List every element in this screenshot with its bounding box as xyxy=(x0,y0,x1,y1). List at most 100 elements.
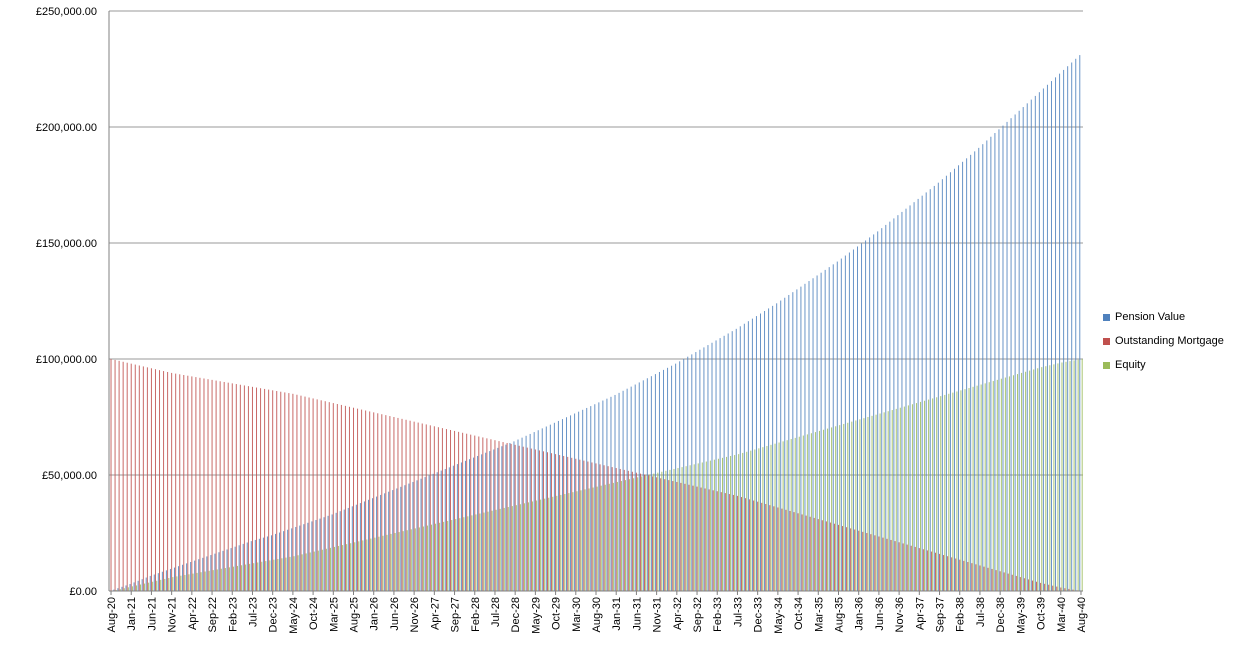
bar xyxy=(408,483,410,591)
bar xyxy=(450,429,452,591)
bar xyxy=(179,374,181,591)
bar xyxy=(369,411,371,591)
bar xyxy=(602,400,604,591)
bar xyxy=(246,542,248,591)
bar xyxy=(757,501,759,591)
bar xyxy=(619,468,621,591)
bar xyxy=(986,140,988,591)
x-tick-label: Jun-36 xyxy=(874,597,886,631)
bar xyxy=(385,415,387,591)
bar xyxy=(735,328,737,591)
legend-item-outstanding-mortgage: Outstanding Mortgage xyxy=(1103,329,1224,353)
bar xyxy=(425,424,427,591)
x-tick-label: Feb-33 xyxy=(712,597,724,632)
bar xyxy=(1010,118,1012,592)
bar xyxy=(303,524,305,591)
bar xyxy=(743,323,745,591)
bar xyxy=(854,529,856,591)
bar xyxy=(1053,364,1055,591)
bar xyxy=(324,401,326,591)
bar xyxy=(382,535,384,591)
bar xyxy=(1037,368,1039,591)
bar xyxy=(243,385,245,591)
bar xyxy=(145,577,147,591)
bar xyxy=(538,450,540,591)
bar xyxy=(893,218,895,591)
bar xyxy=(858,530,860,591)
bar xyxy=(506,442,508,591)
bar xyxy=(785,509,787,591)
bar xyxy=(731,331,733,591)
bar xyxy=(122,361,124,591)
bar xyxy=(691,354,693,591)
bar xyxy=(481,454,483,591)
bar xyxy=(1059,73,1061,591)
bar xyxy=(793,512,795,591)
bar xyxy=(760,313,761,591)
bar xyxy=(883,412,885,591)
bar xyxy=(905,208,907,591)
legend-item-equity: Equity xyxy=(1103,353,1224,377)
bar xyxy=(367,499,369,591)
bar xyxy=(258,538,260,591)
bar xyxy=(313,551,315,591)
bar xyxy=(727,333,729,591)
bar xyxy=(534,449,536,591)
bar xyxy=(851,421,853,591)
bar xyxy=(226,549,228,591)
bar xyxy=(287,529,289,591)
bar xyxy=(1081,359,1083,591)
bar xyxy=(753,500,755,591)
bar xyxy=(339,511,341,591)
bar xyxy=(723,335,725,591)
bar xyxy=(194,560,196,591)
bar xyxy=(291,528,293,591)
x-tick-label: Jul-38 xyxy=(975,597,987,627)
bar xyxy=(138,365,140,591)
x-tick-label: Aug-25 xyxy=(349,597,361,632)
bar xyxy=(351,506,353,591)
bar xyxy=(204,571,206,591)
bar xyxy=(999,571,1001,591)
bar xyxy=(914,546,916,591)
bar xyxy=(951,557,953,591)
bar xyxy=(281,558,283,591)
bar xyxy=(818,430,820,591)
x-tick-label: Mar-40 xyxy=(1056,597,1068,632)
bar xyxy=(176,576,178,591)
bar xyxy=(773,506,775,591)
x-tick-label: Jun-21 xyxy=(146,597,158,631)
bar xyxy=(696,486,698,591)
bar xyxy=(432,473,434,591)
bar xyxy=(1069,361,1071,591)
bar xyxy=(486,438,488,591)
bar xyxy=(297,555,299,591)
bar xyxy=(810,433,812,591)
bar xyxy=(280,391,282,591)
bar xyxy=(915,403,917,591)
bar xyxy=(895,408,897,591)
bar xyxy=(422,526,424,591)
bar xyxy=(293,556,295,591)
bar xyxy=(1040,582,1042,591)
bar xyxy=(525,435,527,591)
x-tick-label: Dec-28 xyxy=(510,597,522,632)
bar xyxy=(862,531,864,591)
bar xyxy=(836,261,838,591)
bar xyxy=(1000,378,1002,591)
bar xyxy=(416,480,418,591)
bar xyxy=(582,409,584,591)
bar-series-equity xyxy=(115,359,1083,591)
bar xyxy=(692,485,694,591)
bar xyxy=(966,158,968,591)
bar xyxy=(327,515,329,591)
bar xyxy=(292,393,294,591)
bar xyxy=(154,369,156,591)
bar xyxy=(1073,360,1075,591)
bar xyxy=(328,402,330,591)
bar xyxy=(1049,365,1051,591)
bar xyxy=(210,555,212,591)
bar xyxy=(572,492,574,591)
bar xyxy=(932,398,934,591)
bar xyxy=(406,530,408,591)
